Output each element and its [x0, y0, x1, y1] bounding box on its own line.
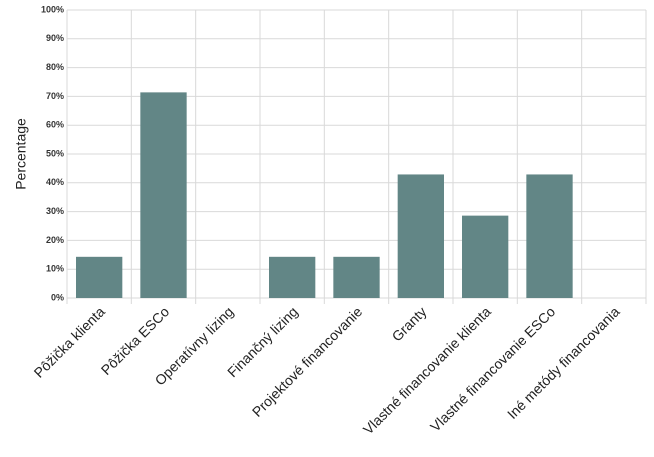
- y-tick-label: 0%: [51, 292, 64, 302]
- y-tick-label: 20%: [46, 235, 64, 245]
- bar: [269, 256, 316, 298]
- bar: [333, 256, 380, 298]
- x-tick-label: Vlastné financovanie klienta: [360, 303, 494, 437]
- y-tick-label: 40%: [46, 177, 64, 187]
- y-axis-label: Percentage: [13, 118, 29, 190]
- bar: [462, 215, 509, 298]
- x-tick-label: Pôžička klienta: [31, 303, 108, 380]
- y-tick-label: 50%: [46, 148, 64, 158]
- y-tick-label: 30%: [46, 206, 64, 216]
- bar: [76, 256, 123, 298]
- bar: [397, 174, 444, 298]
- y-tick-label: 100%: [41, 4, 64, 14]
- y-tick-label: 10%: [46, 264, 64, 274]
- y-tick-label: 90%: [46, 33, 64, 43]
- y-tick-label: 70%: [46, 91, 64, 101]
- x-tick-label: Vlastné financovanie ESCo: [427, 303, 558, 434]
- y-tick-label: 60%: [46, 120, 64, 130]
- x-tick-label: Projektové financovanie: [249, 303, 366, 420]
- y-tick-label: 80%: [46, 62, 64, 72]
- x-tick-label: Granty: [389, 303, 430, 344]
- x-tick-label: Iné metódy financovania: [504, 303, 623, 422]
- bar: [526, 174, 573, 298]
- bar: [140, 92, 187, 298]
